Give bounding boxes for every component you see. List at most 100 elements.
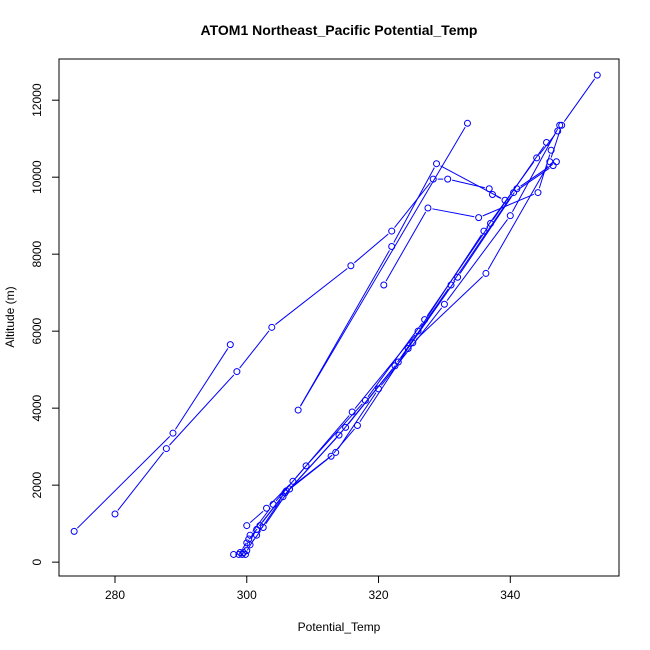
data-point [440,300,448,308]
y-tick-label: 12000 [30,83,44,117]
series-segment [333,428,355,454]
series-segment [517,167,550,191]
data-point [454,273,462,281]
series-3 [230,71,601,558]
data-point [289,477,297,485]
data-point [235,550,243,558]
x-axis-label: Potential_Temp [298,620,381,634]
data-point [424,204,432,212]
data-point [268,323,276,331]
data-point [302,462,310,470]
data-point [444,175,452,183]
series-segment [341,368,393,432]
series-segment [539,134,556,155]
x-tick-label: 280 [105,588,125,602]
data-point [246,541,254,549]
series-2 [380,146,555,289]
series-segment [239,330,270,369]
series-segment [76,435,171,529]
y-tick-label: 6000 [30,317,44,344]
series-segment [459,192,515,274]
x-tick-label: 300 [237,588,257,602]
data-point [480,227,488,235]
series-segment [252,507,271,532]
series-segment [169,374,235,446]
data-point [482,269,490,277]
series-segment [275,468,304,502]
series-segment [289,454,333,489]
series-segment [252,530,261,542]
series-segment [492,145,545,220]
data-point [243,522,251,530]
data-point [230,550,238,558]
series-segment [394,182,431,228]
data-point [246,531,254,539]
data-point [388,227,396,235]
data-point [485,185,493,193]
plot-frame [58,58,620,577]
data-point [226,341,234,349]
series-segment [432,208,475,218]
data-point [361,396,369,404]
data-point [70,527,78,535]
series-1 [111,119,509,518]
series-segment [353,233,389,264]
series-8 [246,139,551,539]
data-point [327,452,335,460]
series-segment [242,542,247,549]
data-point [593,71,601,79]
series-segment [337,392,377,449]
data-point [552,158,560,166]
series-segment [426,226,489,317]
data-point [259,523,267,531]
series-segment [367,322,423,398]
series-segment [446,218,509,301]
data-point [391,362,399,370]
x-tick-label: 340 [500,588,520,602]
data-point [253,531,261,539]
series-segment [258,500,281,532]
series-segment [246,548,249,551]
series-segment [453,196,512,282]
data-point [342,423,350,431]
series-segment [295,415,350,479]
data-point [506,212,514,220]
y-tick-label: 8000 [30,241,44,268]
data-point [388,242,396,250]
x-tick-label: 320 [369,588,389,602]
series-0 [70,341,234,535]
series-7 [243,127,562,530]
data-point [554,127,562,135]
y-tick-label: 10000 [30,160,44,194]
series-segment [520,163,553,187]
series-segment [308,403,363,463]
series-segment [397,288,449,363]
y-tick-label: 2000 [30,471,44,498]
series-layer [70,71,601,558]
data-point [238,550,246,558]
data-point [429,175,437,183]
data-point [534,189,542,197]
series-segment [175,348,229,430]
series-segment [512,128,558,212]
series-segment [249,510,264,523]
y-axis: 0 2000 4000 6000 8000 10000 12000 [30,83,60,565]
series-4 [235,121,564,558]
series-segment [300,126,466,407]
series-segment [563,78,596,122]
data-point [558,121,566,129]
data-point [489,191,497,199]
data-point [111,510,119,518]
series-segment [487,165,549,270]
series-segment [482,193,535,217]
data-point [347,262,355,270]
series-segment [275,268,348,325]
data-point [463,119,471,127]
chart-title: ATOM1 Northeast_Pacific Potential_Temp [201,22,478,38]
series-segment [393,167,435,243]
data-point [241,550,249,558]
data-point [269,500,277,508]
data-point [335,431,343,439]
